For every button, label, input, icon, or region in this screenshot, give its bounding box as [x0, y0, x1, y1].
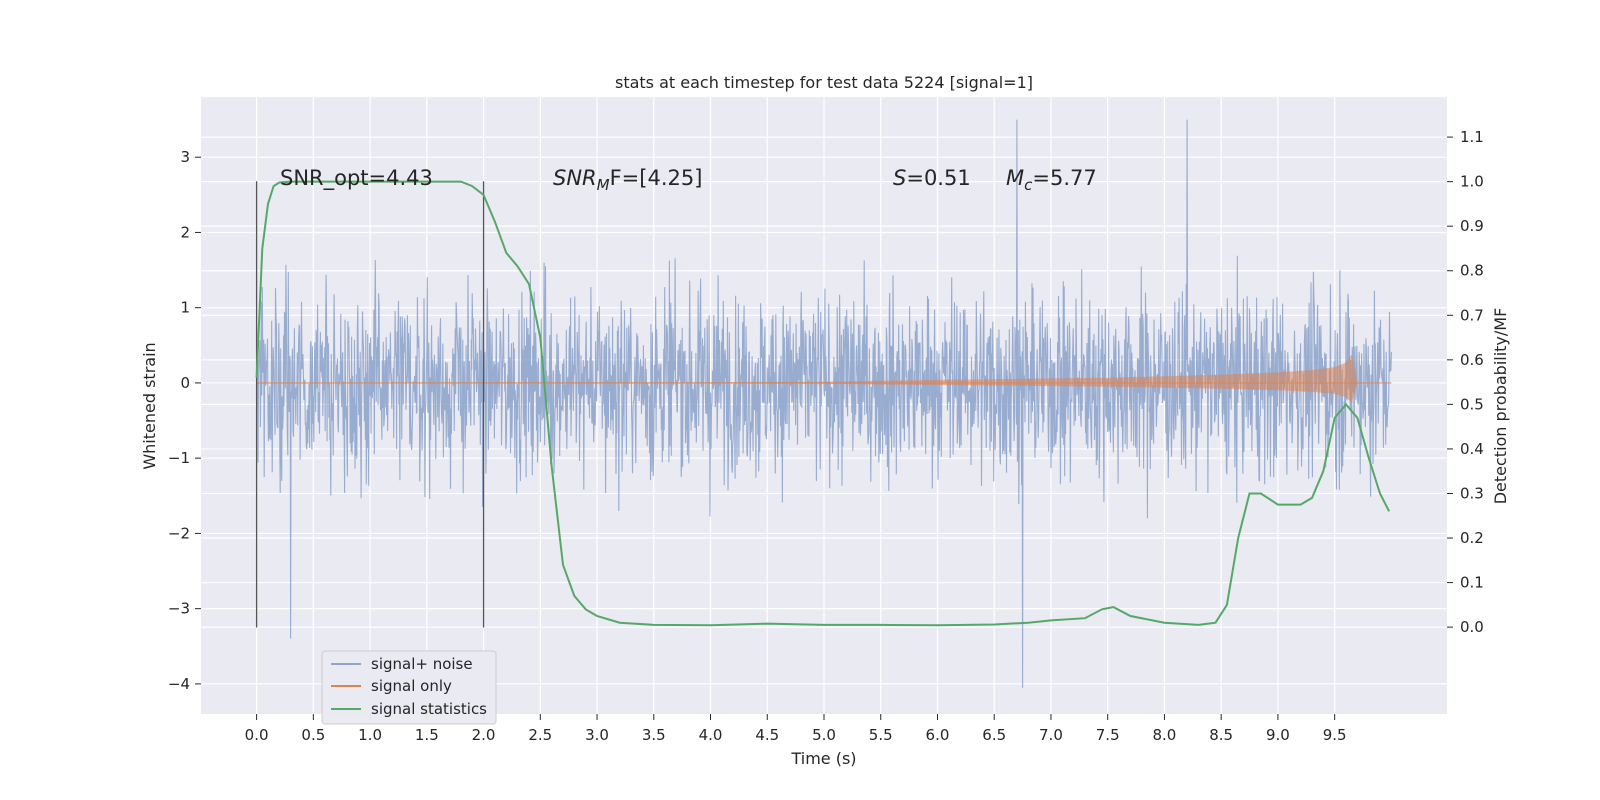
- x-tick-label: 0.0: [245, 726, 269, 744]
- annotation-mc: Mc=5.77: [1006, 166, 1097, 194]
- y-left-tick-label: 2: [180, 223, 190, 241]
- y-right-tick-label: 1.1: [1460, 128, 1484, 146]
- x-tick-label: 9.0: [1266, 726, 1290, 744]
- y-left-tick-label: 1: [180, 299, 190, 317]
- x-tick-label: 2.0: [472, 726, 496, 744]
- x-tick-label: 1.5: [415, 726, 439, 744]
- legend-label-signal-statistics: signal statistics: [371, 700, 487, 718]
- annotation-snr-mf-rest: F=[4.25]: [610, 166, 703, 190]
- x-tick-label: 6.5: [982, 726, 1006, 744]
- y-left-tick-label: −3: [168, 600, 190, 618]
- signal-envelope: [256, 354, 1358, 403]
- y-right-axis-ticks: 1.1 1.0 0.9 0.8 0.7 0.6 0.5 0.4 0.3 0.2 0.1 0.0: [1447, 128, 1484, 636]
- statistics-curve: [255, 180, 1390, 627]
- y-right-tick-label: 0.1: [1460, 574, 1484, 592]
- x-tick-label: 8.0: [1153, 726, 1177, 744]
- legend: signal+ noise signal only signal statist…: [321, 650, 497, 725]
- y-left-tick-label: −2: [168, 524, 190, 542]
- y-left-tick-label: −4: [168, 675, 190, 693]
- y-right-tick-label: 1.0: [1460, 173, 1484, 191]
- y-right-axis-label: Detection probability/MF: [1491, 308, 1510, 505]
- noise-trace: [256, 119, 1392, 688]
- y-right-tick-label: 0.3: [1460, 484, 1484, 502]
- legend-label-signal-plus-noise: signal+ noise: [371, 655, 473, 673]
- x-tick-label: 6.0: [926, 726, 950, 744]
- legend-box: [321, 650, 497, 725]
- annotation-snr-mf-main: SNR: [553, 166, 597, 190]
- series-signal-plus-noise: [256, 119, 1392, 688]
- x-tick-label: 7.5: [1096, 726, 1120, 744]
- x-tick-label: 0.5: [301, 726, 325, 744]
- annotation-snr-mf: SNRMF=[4.25]: [553, 166, 702, 194]
- annotation-snr-opt: SNR_opt=4.43: [280, 166, 433, 191]
- vertical-markers: [255, 181, 485, 628]
- y-left-axis-label: Whitened strain: [140, 342, 159, 469]
- x-tick-label: 1.0: [358, 726, 382, 744]
- annotation-snr-mf-sub: M: [597, 176, 610, 194]
- y-right-tick-label: 0.5: [1460, 395, 1484, 413]
- y-left-tick-label: 3: [180, 148, 190, 166]
- y-right-tick-label: 0.2: [1460, 529, 1484, 547]
- x-axis-label: Time (s): [790, 749, 856, 768]
- x-tick-label: 3.5: [642, 726, 666, 744]
- y-right-tick-label: 0.4: [1460, 440, 1484, 458]
- series-signal-statistics: [255, 180, 1390, 627]
- x-tick-label: 9.5: [1323, 726, 1347, 744]
- annotation-s-rest: =0.51: [906, 166, 970, 190]
- x-tick-label: 5.0: [812, 726, 836, 744]
- y-right-tick-label: 0.7: [1460, 306, 1484, 324]
- series-signal-only: [256, 354, 1392, 403]
- annotation-s: S=0.51: [893, 166, 971, 190]
- y-right-tick-label: 0.8: [1460, 262, 1484, 280]
- y-left-tick-label: 0: [180, 374, 190, 392]
- x-tick-label: 7.0: [1039, 726, 1063, 744]
- x-tick-label: 8.5: [1209, 726, 1233, 744]
- annotation-s-main: S: [893, 166, 906, 190]
- y-right-tick-label: 0.6: [1460, 351, 1484, 369]
- x-axis-ticks: 0.0 0.5 1.0 1.5 2.0 2.5 3.0 3.5 4.0 4.5 5.0 5.5 6.0 6…: [245, 714, 1347, 744]
- y-right-tick-label: 0.9: [1460, 217, 1484, 235]
- x-tick-label: 4.0: [699, 726, 723, 744]
- x-tick-label: 5.5: [869, 726, 893, 744]
- legend-label-signal-only: signal only: [371, 677, 452, 695]
- annotation-mc-main: M: [1006, 166, 1024, 190]
- y-right-tick-label: 0.0: [1460, 618, 1484, 636]
- annotation-mc-rest: =5.77: [1032, 166, 1096, 190]
- chart-title: stats at each timestep for test data 522…: [615, 73, 1033, 92]
- x-tick-label: 3.0: [585, 726, 609, 744]
- x-tick-label: 2.5: [528, 726, 552, 744]
- y-left-tick-label: −1: [168, 449, 190, 467]
- x-tick-label: 4.5: [755, 726, 779, 744]
- annotation-mc-sub: c: [1024, 176, 1033, 194]
- y-left-axis-ticks: 3 2 1 0 −1 −2 −3 −4: [168, 148, 201, 693]
